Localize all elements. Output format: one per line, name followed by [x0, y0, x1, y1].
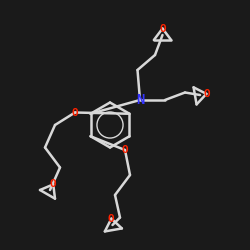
Text: O: O — [159, 24, 166, 34]
Text: O: O — [203, 89, 210, 99]
Text: O: O — [122, 145, 128, 155]
Text: O: O — [50, 179, 57, 189]
Text: O: O — [72, 108, 78, 118]
Text: N: N — [136, 93, 144, 107]
Text: O: O — [108, 214, 115, 224]
